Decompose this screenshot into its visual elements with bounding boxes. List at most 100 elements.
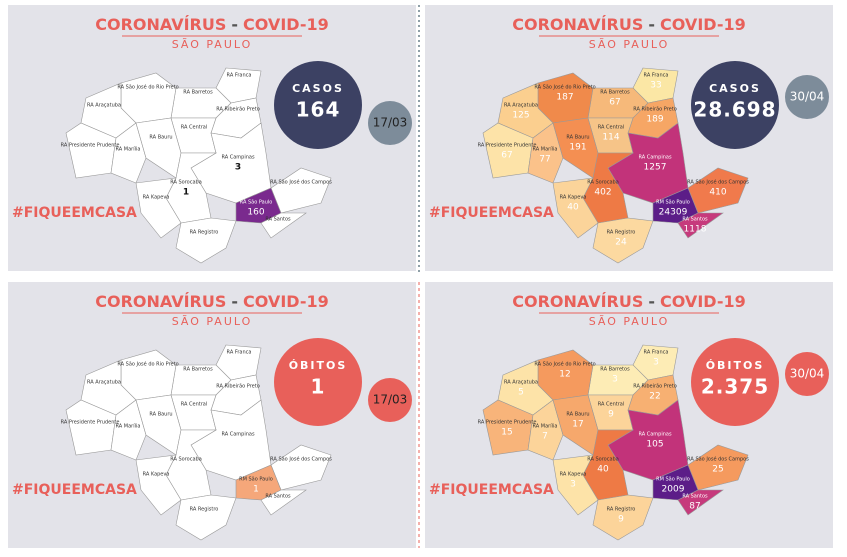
region-value: 3 xyxy=(612,375,618,385)
region-label: RA Barretos xyxy=(183,90,213,96)
region-value: 191 xyxy=(569,143,586,153)
title-strong: COVID-19 xyxy=(243,15,329,34)
region-label: RA Bauru xyxy=(149,412,172,418)
region-label: RA Araçatuba xyxy=(504,103,538,109)
region-label: RA Registro xyxy=(607,230,636,236)
subtitle: SÃO PAULO xyxy=(589,315,670,328)
region-value: 3 xyxy=(570,480,576,490)
region-label: RA São José dos Campos xyxy=(270,179,332,186)
region-label: RA Bauru xyxy=(149,135,172,141)
title-sep: - xyxy=(231,292,238,311)
region-label: RA Sorocaba xyxy=(170,180,202,186)
badge-value: 164 xyxy=(296,98,341,122)
region-label: RA Sorocaba xyxy=(170,457,202,463)
badge-label: CASOS xyxy=(292,82,344,95)
date: 17/03 xyxy=(373,116,408,130)
region-label: RM São Paulo xyxy=(656,200,690,206)
region xyxy=(175,494,237,541)
region-label: RM São Paulo xyxy=(239,477,273,483)
map: RA Franca 3 RA Barretos 3 RA São José do Rio… xyxy=(478,344,749,541)
region-label: RA Registro xyxy=(607,507,636,513)
region-label: RA São José dos Campos xyxy=(687,179,749,186)
title-sep: - xyxy=(648,292,655,311)
region-value: 160 xyxy=(247,208,264,218)
region-value: 24309 xyxy=(659,208,688,218)
region xyxy=(527,122,564,184)
region-label: RA Franca xyxy=(227,73,252,79)
region xyxy=(260,489,307,516)
badge xyxy=(274,61,362,149)
region xyxy=(110,122,147,184)
region-label: RA São José dos Campos xyxy=(687,456,749,463)
region-label: RA São José do Rio Preto xyxy=(534,361,595,368)
date-badge xyxy=(368,378,412,422)
date-badge xyxy=(368,101,412,145)
region-value: 114 xyxy=(602,133,619,143)
region-label: RA São José dos Campos xyxy=(270,456,332,463)
region-label: RA Registro xyxy=(190,230,219,236)
region-label: RA Kapeva xyxy=(143,472,170,478)
region-label: RA Ribeirão Preto xyxy=(633,384,677,390)
region xyxy=(260,212,307,239)
region-label: RA Kapeva xyxy=(143,195,170,201)
date: 30/04 xyxy=(790,90,825,104)
region-label: RA Presidente Prudente xyxy=(478,143,537,149)
title-sep: - xyxy=(648,15,655,34)
panel: CORONAVÍRUS - COVID-19 SÃO PAULO RA Franca RA… xyxy=(8,5,416,271)
title-main: CORONAVÍRUS xyxy=(512,292,643,311)
region-label: RA Araçatuba xyxy=(87,103,121,109)
region-label: RA Presidente Prudente xyxy=(61,143,120,149)
region-label: RA Kapeva xyxy=(560,472,587,478)
badge-value: 1 xyxy=(311,375,326,399)
region-label: RA Sorocaba xyxy=(587,180,619,186)
region-label: RA Campinas xyxy=(638,432,672,438)
badge xyxy=(274,338,362,426)
region-label: RA Ribeirão Preto xyxy=(216,107,260,113)
region-value: 5 xyxy=(518,388,524,398)
region-label: RA Santos xyxy=(682,217,708,223)
region-label: RA Campinas xyxy=(221,155,255,161)
region-value: 3 xyxy=(653,358,659,368)
region-label: RA Barretos xyxy=(600,367,630,373)
region-value: 2009 xyxy=(662,485,685,495)
region-label: RA Bauru xyxy=(566,412,589,418)
region-label: RA Santos xyxy=(682,494,708,500)
region-label: RA Central xyxy=(181,402,208,408)
region-value: 3 xyxy=(235,163,241,173)
region-value: 15 xyxy=(501,428,512,438)
region-value: 410 xyxy=(709,188,726,198)
region-label: RA Central xyxy=(598,402,625,408)
region-label: RM São Paulo xyxy=(656,477,690,483)
panel: CORONAVÍRUS - COVID-19 SÃO PAULO RA Franca 33… xyxy=(425,5,833,271)
region-label: RA Ribeirão Preto xyxy=(633,107,677,113)
title-main: CORONAVÍRUS xyxy=(512,15,643,34)
subtitle: SÃO PAULO xyxy=(589,38,670,51)
region xyxy=(677,489,724,516)
region-value: 105 xyxy=(646,440,663,450)
title-strong: COVID-19 xyxy=(660,15,746,34)
region-label: RA Ribeirão Preto xyxy=(216,384,260,390)
subtitle: SÃO PAULO xyxy=(172,38,253,51)
badge-label: ÓBITOS xyxy=(289,359,348,372)
region-value: 22 xyxy=(649,392,660,402)
region-value: 67 xyxy=(609,98,620,108)
region-label: RA Franca xyxy=(227,350,252,356)
hashtag: #FIQUEEMCASA xyxy=(429,205,554,221)
region-label: RA São José do Rio Preto xyxy=(534,84,595,91)
region-value: 17 xyxy=(572,420,583,430)
title-strong: COVID-19 xyxy=(243,292,329,311)
region xyxy=(110,399,147,461)
title-main: CORONAVÍRUS xyxy=(95,15,226,34)
region-label: RA Marília xyxy=(116,423,141,430)
region-label: RA Santos xyxy=(265,494,291,500)
region-value: 125 xyxy=(512,111,529,121)
region-label: RA Araçatuba xyxy=(504,380,538,386)
title: CORONAVÍRUS - COVID-19 xyxy=(512,292,746,311)
badge xyxy=(691,338,779,426)
date-badge xyxy=(785,352,829,396)
region xyxy=(175,217,237,264)
region-label: RA Presidente Prudente xyxy=(478,420,537,426)
date-badge xyxy=(785,75,829,119)
title-sep: - xyxy=(231,15,238,34)
